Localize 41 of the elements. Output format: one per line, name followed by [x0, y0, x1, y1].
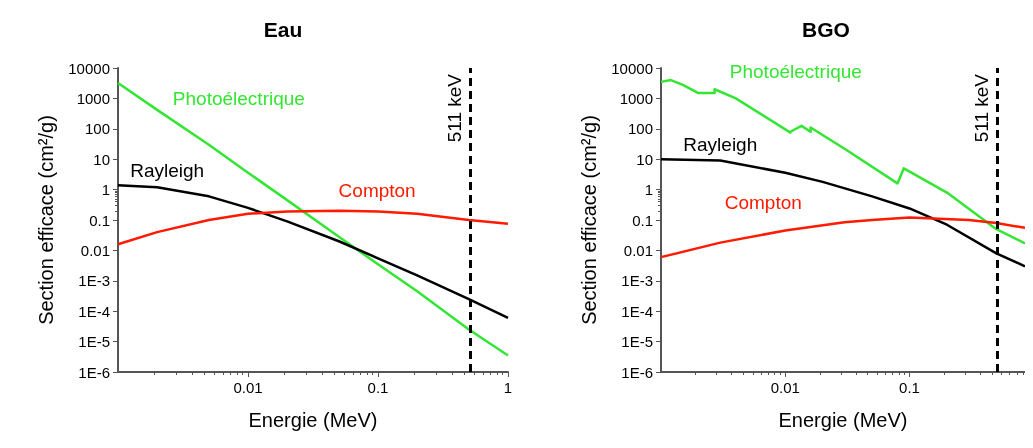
- y-tick-label: 1E-5: [621, 333, 653, 351]
- y-tick-label: 10: [636, 150, 653, 168]
- x-tick-label: 0.1: [367, 379, 389, 396]
- series-label: Compton: [724, 191, 802, 213]
- ref-line-label: 511 keV: [971, 73, 993, 143]
- chart-title: Eau: [263, 18, 303, 41]
- y-tick-label: 1E-5: [78, 333, 110, 351]
- y-tick-label: 1E-4: [78, 302, 110, 320]
- y-tick-label: 100: [84, 120, 110, 138]
- y-tick-label: 1000: [619, 89, 653, 107]
- ref-line-label: 511 keV: [443, 73, 465, 143]
- y-tick-label: 1: [101, 181, 110, 199]
- y-tick-label: 10000: [68, 59, 110, 77]
- x-axis-title: Energie (MeV): [248, 409, 378, 431]
- y-tick-label: 1E-3: [78, 272, 110, 290]
- y-tick-label: 10000: [611, 59, 653, 77]
- y-tick-label: 0.01: [623, 241, 653, 259]
- x-axis-title: Energie (MeV): [778, 409, 908, 431]
- series-label: Photoélectrique: [172, 87, 305, 109]
- y-tick-label: 100: [627, 120, 653, 138]
- x-tick-label: 0.01: [770, 379, 800, 396]
- series-label: Rayleigh: [683, 133, 758, 155]
- series-label: Photoélectrique: [729, 61, 862, 83]
- series-label: Rayleigh: [130, 160, 205, 182]
- y-axis-title: Section efficace (cm²/g): [578, 115, 600, 325]
- y-tick-label: 0.01: [80, 241, 110, 259]
- y-tick-label: 1E-6: [78, 363, 110, 381]
- y-tick-label: 0.1: [632, 211, 653, 229]
- y-tick-label: 1: [644, 181, 653, 199]
- y-tick-label: 0.1: [89, 211, 110, 229]
- y-tick-label: 1E-6: [621, 363, 653, 381]
- x-tick-label: 0.1: [899, 379, 920, 396]
- y-tick-label: 1E-3: [621, 272, 653, 290]
- y-tick-label: 1000: [76, 89, 110, 107]
- y-axis-title: Section efficace (cm²/g): [35, 115, 57, 325]
- chart-title: BGO: [802, 18, 850, 41]
- y-tick-label: 10: [93, 150, 110, 168]
- y-tick-label: 1E-4: [621, 302, 653, 320]
- x-tick-label: 1: [503, 379, 513, 396]
- series-label: Compton: [338, 179, 416, 201]
- x-tick-label: 0.01: [233, 379, 263, 396]
